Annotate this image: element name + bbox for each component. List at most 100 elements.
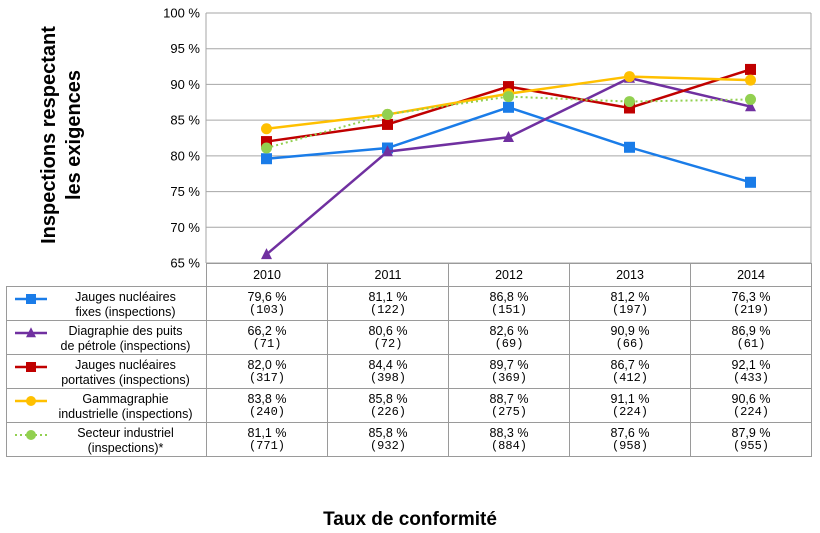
table-cell: 80,6 % (72) <box>327 320 449 355</box>
table-cell: 89,7 % (369) <box>448 354 570 389</box>
series-line <box>266 105 751 184</box>
data-label: 88,7 % <box>489 392 529 406</box>
y-tick-label: 70 % <box>170 220 200 235</box>
x-tick-label: 2010 <box>206 263 328 287</box>
plot-area: 65 %70 %75 %80 %85 %90 %95 %100 % <box>163 6 812 271</box>
data-label: 92,1 % <box>731 358 771 372</box>
data-point <box>624 96 635 108</box>
data-point <box>624 102 635 114</box>
y-tick-label: 90 % <box>170 77 200 92</box>
data-point <box>261 153 272 165</box>
table-cell: 88,7 % (275) <box>448 388 570 423</box>
y-axis-title: Inspections respectant les exigences <box>18 0 106 270</box>
data-label: 82,0 % <box>247 358 287 372</box>
inspection-count: (61) <box>736 337 766 351</box>
table-cell: 90,9 % (66) <box>569 320 691 355</box>
data-point <box>261 248 272 260</box>
table-cell: 86,8 % (151) <box>448 286 570 321</box>
inspection-count: (275) <box>490 405 527 419</box>
legend-label-line: de pétrole (inspections) <box>60 339 191 353</box>
data-label: 66,2 % <box>247 324 287 338</box>
data-point <box>503 131 514 142</box>
data-point <box>382 145 393 157</box>
data-label: 83,8 % <box>247 392 287 406</box>
legend-entry: Secteur industriel (inspections)* <box>6 422 207 457</box>
data-point <box>503 101 514 113</box>
data-point <box>261 123 272 135</box>
x-axis-title: Taux de conformité <box>323 509 497 530</box>
inspection-count: (122) <box>369 303 406 317</box>
data-point <box>624 141 635 153</box>
data-point <box>261 136 272 148</box>
data-label: 87,6 % <box>610 426 650 440</box>
legend-key <box>15 362 47 372</box>
table-corner <box>6 263 207 287</box>
y-axis-title-line-2: les exigences <box>63 69 85 201</box>
table-row: Diagraphie des puits de pétrole (inspecti… <box>6 320 812 355</box>
series-5 <box>261 91 756 154</box>
table-cell: 86,7 % (412) <box>569 354 691 389</box>
legend-label: Jauges nucléaires portatives (inspections… <box>47 358 204 388</box>
table-cell: 66,2 % (71) <box>206 320 328 355</box>
data-label: 86,8 % <box>489 290 529 304</box>
inspection-count: (932) <box>369 439 406 453</box>
inspection-count: (955) <box>732 439 769 453</box>
y-tick-label: 80 % <box>170 148 200 163</box>
data-table: 2010 2011 2012 2013 2014 Jauges nucléair… <box>6 263 812 457</box>
inspection-count: (317) <box>248 371 285 385</box>
data-point <box>745 176 756 188</box>
data-label: 88,3 % <box>489 426 529 440</box>
table-cell: 83,8 % (240) <box>206 388 328 423</box>
table-cell: 85,8 % (932) <box>327 422 449 457</box>
table-cell: 81,2 % (197) <box>569 286 691 321</box>
legend-label-line: Jauges nucléaires <box>75 290 176 304</box>
inspection-count: (103) <box>248 303 285 317</box>
table-row: Jauges nucléaires fixes (inspections) 79,6… <box>6 286 812 321</box>
inspection-count: (72) <box>373 337 403 351</box>
table-cell: 87,6 % (958) <box>569 422 691 457</box>
inspection-count: (240) <box>248 405 285 419</box>
legend-entry: Gammagraphie industrielle (inspections) <box>6 388 207 423</box>
data-point <box>745 74 756 86</box>
y-tick-label: 95 % <box>170 41 200 56</box>
legend-marker <box>26 430 36 440</box>
data-point <box>382 108 393 120</box>
table-row: Secteur industriel (inspections)* 81,1 % (7… <box>6 422 812 457</box>
data-label: 76,3 % <box>731 290 771 304</box>
y-tick-label: 100 % <box>163 6 200 21</box>
legend-label-line: Jauges nucléaires <box>75 358 176 372</box>
legend-label-line: industrielle (inspections) <box>58 407 193 421</box>
data-point <box>261 142 272 154</box>
data-point <box>745 93 756 105</box>
data-label: 86,7 % <box>610 358 650 372</box>
table-cell: 82,6 % (69) <box>448 320 570 355</box>
legend-label: Gammagraphie industrielle (inspections) <box>47 392 204 422</box>
y-axis-title-line-1: Inspections respectant <box>38 26 60 244</box>
table-cell: 84,4 % (398) <box>327 354 449 389</box>
inspection-count: (69) <box>494 337 524 351</box>
legend-entry: Diagraphie des puits de pétrole (inspecti… <box>6 320 207 355</box>
inspection-count: (151) <box>490 303 527 317</box>
inspection-count: (884) <box>490 439 527 453</box>
legend-label-line: Secteur industriel <box>77 426 174 440</box>
table-cell: 91,1 % (224) <box>569 388 691 423</box>
inspection-count: (958) <box>611 439 648 453</box>
inspection-count: (433) <box>732 371 769 385</box>
inspection-count: (197) <box>611 303 648 317</box>
legend-key <box>15 430 47 440</box>
legend-key <box>15 294 47 304</box>
legend-label-line: portatives (inspections) <box>61 373 190 387</box>
table-cell: 85,8 % (226) <box>327 388 449 423</box>
x-tick-label: 2012 <box>448 263 570 287</box>
data-label: 87,9 % <box>731 426 771 440</box>
table-row: Gammagraphie industrielle (inspections) 83… <box>6 388 812 423</box>
data-label: 80,6 % <box>368 324 408 338</box>
y-tick-label: 75 % <box>170 184 200 199</box>
series-3 <box>261 63 756 148</box>
inspection-count: (219) <box>732 303 769 317</box>
data-label: 85,8 % <box>368 426 408 440</box>
data-point <box>382 118 393 130</box>
table-cell: 81,1 % (122) <box>327 286 449 321</box>
inspection-count: (369) <box>490 371 527 385</box>
